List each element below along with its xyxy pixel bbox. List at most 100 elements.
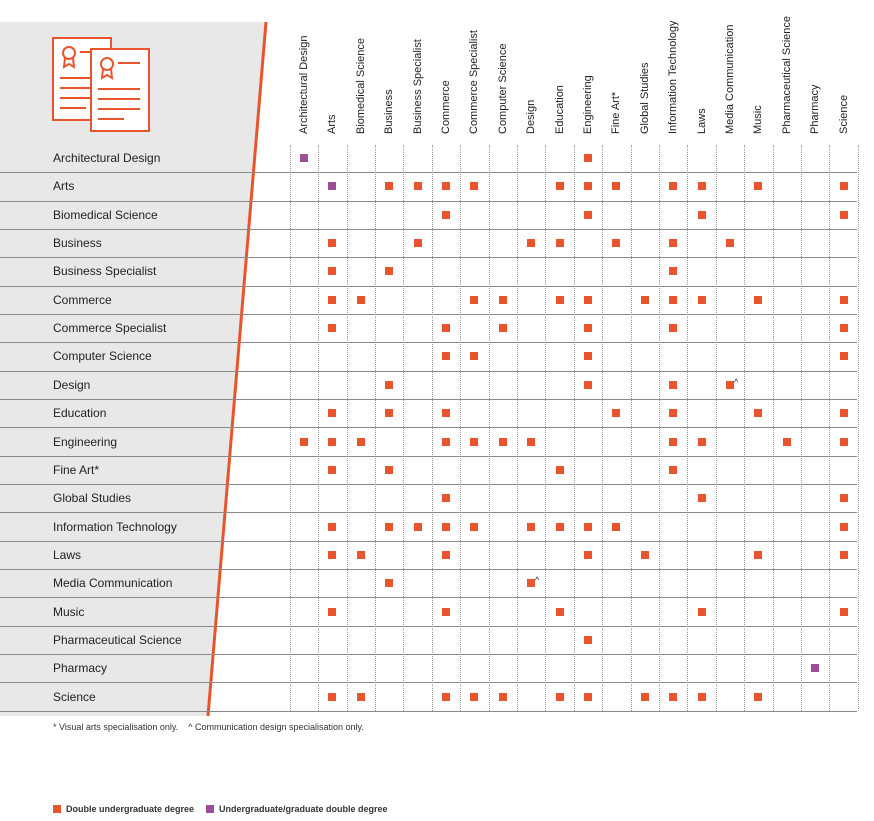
row-separator: [0, 456, 857, 457]
row-label: Information Technology: [53, 519, 177, 534]
double-degree-mark: [840, 211, 848, 219]
row-label: Arts: [53, 179, 75, 194]
column-separator: [517, 144, 518, 711]
double-degree-mark: [328, 523, 336, 531]
row-label: Laws: [53, 547, 82, 562]
mark-suffix: ^: [535, 575, 540, 585]
row-label: Engineering: [53, 434, 118, 449]
double-degree-mark: [584, 296, 592, 304]
double-degree-mark: [470, 523, 478, 531]
double-degree-swatch-icon: [53, 805, 61, 813]
double-degree-mark: [698, 296, 706, 304]
double-degree-mark: [385, 579, 393, 587]
double-degree-mark: [698, 494, 706, 502]
column-header: Architectural Design: [298, 35, 310, 134]
row-label: Education: [53, 406, 107, 421]
double-degree-mark: [669, 438, 677, 446]
double-degree-mark: [783, 438, 791, 446]
double-degree-mark: [556, 182, 564, 190]
double-degree-mark: [641, 296, 649, 304]
double-degree-mark: [470, 693, 478, 701]
double-degree-mark: [584, 352, 592, 360]
row-label: Science: [53, 689, 96, 704]
row-separator: [0, 286, 857, 287]
column-separator: [773, 144, 774, 711]
row-label: Architectural Design: [53, 151, 161, 165]
column-header: Commerce: [440, 80, 452, 134]
row-separator: [0, 257, 857, 258]
ugpg-degree-mark: [328, 182, 336, 190]
double-degree-mark: [754, 409, 762, 417]
row-label: Biomedical Science: [53, 207, 158, 222]
double-degree-mark: [669, 267, 677, 275]
column-separator: [829, 144, 830, 711]
column-header: Laws: [695, 108, 708, 134]
column-separator: [432, 144, 433, 711]
double-degree-mark: [328, 438, 336, 446]
double-degree-mark: [669, 239, 677, 247]
double-degree-mark: [414, 182, 422, 190]
row-label: Commerce Specialist: [53, 321, 167, 336]
double-degree-mark: [840, 551, 848, 559]
row-separator: [0, 172, 857, 173]
row-label: Music: [53, 604, 85, 619]
column-header: Pharmacy: [809, 84, 822, 134]
double-degree-mark: [527, 438, 535, 446]
row-separator: [0, 512, 857, 513]
double-degree-mark: [499, 693, 507, 701]
row-separator: [0, 569, 857, 570]
double-degree-mark: [527, 579, 535, 587]
double-degree-mark: [584, 324, 592, 332]
column-header: Music: [752, 105, 765, 134]
double-degree-mark: [385, 523, 393, 531]
double-degree-mark: [328, 267, 336, 275]
double-degree-mark: [726, 239, 734, 247]
double-degree-mark: [470, 296, 478, 304]
double-degree-mark: [754, 296, 762, 304]
double-degree-mark: [470, 182, 478, 190]
row-label: Commerce: [53, 292, 112, 307]
double-degree-mark: [385, 466, 393, 474]
column-separator: [347, 144, 348, 711]
column-separator: [375, 144, 376, 711]
row-separator: [0, 342, 857, 343]
column-separator: [318, 144, 319, 711]
double-degree-mark: [698, 211, 706, 219]
row-separator: [0, 427, 857, 428]
double-degree-mark: [357, 438, 365, 446]
row-separator: [0, 597, 857, 598]
double-degree-mark: [442, 182, 450, 190]
double-degree-mark: [840, 494, 848, 502]
double-degree-mark: [357, 693, 365, 701]
footnote: * Visual arts specialisation only. ^ Com…: [53, 722, 364, 732]
double-degree-mark: [499, 324, 507, 332]
ugpg-degree-mark: [300, 154, 308, 162]
double-degree-mark: [840, 182, 848, 190]
double-degree-mark: [698, 182, 706, 190]
row-label: Computer Science: [53, 349, 152, 364]
double-degree-mark: [470, 352, 478, 360]
double-degree-mark: [499, 438, 507, 446]
double-degree-mark: [726, 381, 734, 389]
column-header: Media Communication: [724, 24, 736, 134]
column-header: Computer Science: [496, 43, 509, 135]
column-separator: [460, 144, 461, 711]
mark-suffix: ^: [734, 377, 739, 387]
double-degree-mark: [584, 523, 592, 531]
double-degree-mark: [556, 693, 564, 701]
double-degree-mark: [669, 409, 677, 417]
double-degree-mark: [442, 324, 450, 332]
column-separator: [858, 144, 859, 711]
double-degree-mark: [754, 182, 762, 190]
column-separator: [602, 144, 603, 711]
legend-label: Undergraduate/graduate double degree: [219, 804, 388, 814]
double-degree-mark: [669, 381, 677, 389]
double-degree-mark: [641, 693, 649, 701]
double-degree-mark: [328, 296, 336, 304]
double-degree-mark: [840, 608, 848, 616]
row-separator: [0, 541, 857, 542]
double-degree-mark: [612, 239, 620, 247]
diagonal-divider: [206, 21, 268, 717]
column-header: Business Specialist: [411, 39, 424, 134]
